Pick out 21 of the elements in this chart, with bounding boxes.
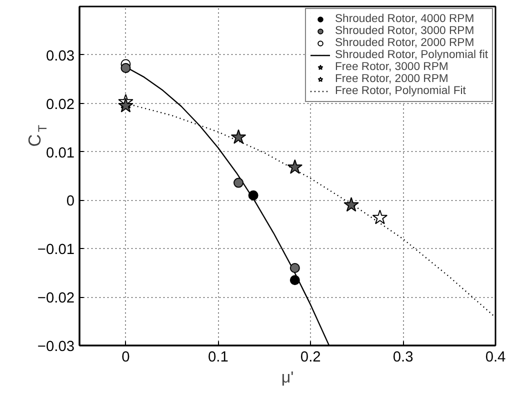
legend-label: Shrouded Rotor, 4000 RPM <box>334 13 474 25</box>
x-tick-label: 0 <box>122 350 130 366</box>
y-tick-label: −0.03 <box>37 339 75 355</box>
y-tick-label: 0.03 <box>46 48 75 64</box>
x-tick-label: 0.1 <box>208 350 228 366</box>
y-tick-label: 0 <box>66 194 75 210</box>
legend-label: Free Rotor, 3000 RPM <box>334 61 448 73</box>
legend-label: Shrouded Rotor, 3000 RPM <box>334 25 474 37</box>
legend-label: Free Rotor, 2000 RPM <box>334 73 448 85</box>
y-tick-label: −0.01 <box>37 242 75 258</box>
y-axis-title: CT <box>24 124 50 147</box>
x-tick-label: 0.2 <box>300 350 321 366</box>
x-tick-label: 0.4 <box>485 350 506 366</box>
legend-label: Free Rotor, Polynomial Fit <box>334 85 466 97</box>
y-tick-label: 0.01 <box>46 145 75 162</box>
x-tick-label: 0.3 <box>392 350 414 366</box>
legend-label: Shrouded Rotor, Polynomial fit <box>334 49 488 61</box>
x-axis-title: μ' <box>281 370 294 386</box>
y-tick-label: −0.02 <box>37 290 75 307</box>
y-tick-label: 0.02 <box>46 96 75 113</box>
legend-label: Shrouded Rotor, 2000 RPM <box>334 37 474 49</box>
